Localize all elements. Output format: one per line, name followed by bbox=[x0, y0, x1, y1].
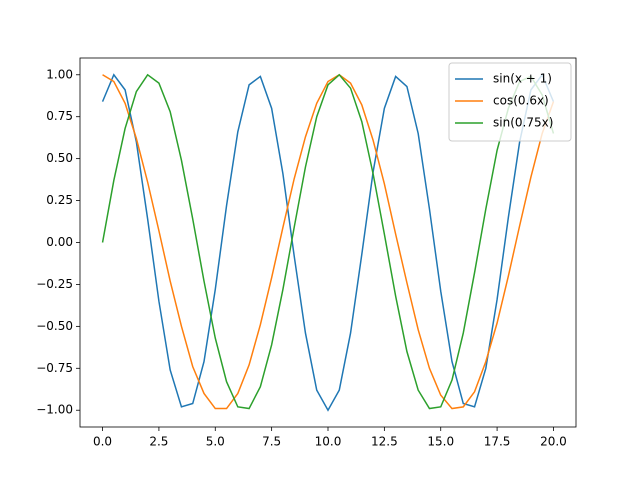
y-tick-label: −1.00 bbox=[36, 403, 73, 417]
x-tick-label: 0.0 bbox=[93, 435, 112, 449]
y-tick-label: 0.25 bbox=[46, 193, 73, 207]
plot-area bbox=[101, 73, 555, 412]
x-tick-label: 12.5 bbox=[371, 435, 398, 449]
x-tick-label: 15.0 bbox=[427, 435, 454, 449]
y-tick-label: 0.50 bbox=[46, 151, 73, 165]
line-series bbox=[101, 73, 555, 412]
legend-label: sin(x + 1) bbox=[493, 72, 552, 86]
y-tick-label: 0.75 bbox=[46, 109, 73, 123]
x-tick-label: 7.5 bbox=[262, 435, 281, 449]
y-tick-label: −0.25 bbox=[36, 277, 73, 291]
x-tick-label: 2.5 bbox=[149, 435, 168, 449]
x-tick-label: 5.0 bbox=[206, 435, 225, 449]
legend-box bbox=[448, 62, 572, 142]
legend-label: cos(0.6x) bbox=[493, 94, 549, 108]
line-series bbox=[101, 73, 555, 410]
legend-label: sin(0.75x) bbox=[493, 116, 553, 130]
y-tick-label: −0.50 bbox=[36, 319, 73, 333]
x-tick-label: 20.0 bbox=[540, 435, 567, 449]
y-tick-label: −0.75 bbox=[36, 361, 73, 375]
axes-frame bbox=[79, 57, 577, 428]
y-tick-label: 1.00 bbox=[46, 67, 73, 81]
line-series bbox=[102, 73, 555, 410]
x-tick-label: 10.0 bbox=[315, 435, 342, 449]
x-tick-label: 17.5 bbox=[484, 435, 511, 449]
y-tick-label: 0.00 bbox=[46, 235, 73, 249]
